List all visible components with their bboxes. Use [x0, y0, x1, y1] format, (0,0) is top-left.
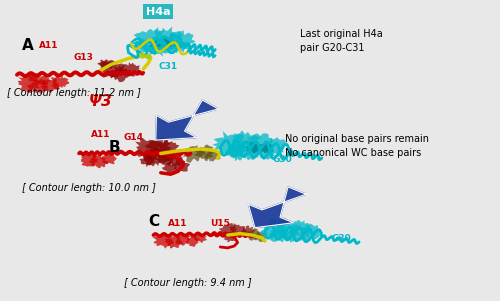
Text: C: C	[148, 214, 160, 229]
Text: G30: G30	[272, 155, 292, 164]
Polygon shape	[275, 218, 301, 237]
Polygon shape	[194, 144, 216, 161]
Polygon shape	[259, 147, 276, 160]
Polygon shape	[223, 232, 238, 242]
Text: A11: A11	[168, 219, 188, 228]
Polygon shape	[38, 76, 50, 84]
Polygon shape	[89, 154, 108, 168]
Polygon shape	[146, 39, 170, 57]
Polygon shape	[145, 137, 172, 157]
Polygon shape	[246, 142, 264, 154]
Polygon shape	[28, 73, 42, 82]
Polygon shape	[40, 79, 60, 93]
Polygon shape	[50, 75, 70, 89]
Text: U15: U15	[210, 219, 230, 228]
Polygon shape	[156, 139, 180, 160]
Polygon shape	[132, 27, 168, 55]
Polygon shape	[152, 233, 174, 249]
Polygon shape	[204, 150, 221, 162]
Text: No original base pairs remain
No canonical WC base pairs: No original base pairs remain No canonic…	[284, 134, 428, 158]
Polygon shape	[226, 145, 247, 161]
Polygon shape	[140, 155, 157, 167]
Polygon shape	[231, 130, 261, 155]
Polygon shape	[218, 223, 238, 237]
Text: H4a: H4a	[146, 7, 171, 17]
Polygon shape	[252, 231, 266, 242]
Text: G14: G14	[124, 133, 144, 142]
Polygon shape	[246, 133, 274, 152]
Polygon shape	[149, 39, 162, 49]
Polygon shape	[244, 145, 262, 160]
Text: [ Contour length: 11.2 nm ]: [ Contour length: 11.2 nm ]	[7, 88, 141, 98]
Polygon shape	[108, 66, 132, 82]
Polygon shape	[132, 38, 149, 50]
Polygon shape	[239, 225, 256, 237]
Text: A: A	[22, 38, 34, 53]
Polygon shape	[182, 145, 206, 163]
Polygon shape	[162, 39, 184, 54]
Polygon shape	[155, 150, 176, 166]
Polygon shape	[164, 236, 183, 249]
Text: B: B	[108, 140, 120, 155]
Polygon shape	[18, 74, 42, 93]
Polygon shape	[248, 187, 306, 228]
Text: [ Contour length: 10.0 nm ]: [ Contour length: 10.0 nm ]	[22, 183, 156, 193]
Polygon shape	[100, 153, 117, 164]
Polygon shape	[260, 143, 274, 154]
Text: A11: A11	[92, 130, 111, 139]
Text: A11: A11	[40, 41, 59, 50]
Polygon shape	[144, 148, 169, 166]
Polygon shape	[282, 229, 301, 243]
Polygon shape	[212, 131, 248, 159]
Polygon shape	[156, 100, 218, 140]
Polygon shape	[135, 138, 163, 162]
Polygon shape	[167, 30, 196, 53]
Text: Last original H4a
pair G20-C31: Last original H4a pair G20-C31	[300, 29, 382, 53]
Text: Ψ3: Ψ3	[89, 94, 112, 109]
Polygon shape	[176, 233, 190, 246]
Polygon shape	[151, 26, 183, 51]
Text: [ Contour length: 9.4 nm ]: [ Contour length: 9.4 nm ]	[124, 278, 251, 287]
Polygon shape	[185, 235, 200, 247]
Polygon shape	[288, 220, 311, 236]
Polygon shape	[298, 232, 312, 243]
Polygon shape	[162, 163, 178, 175]
Text: G13: G13	[74, 53, 94, 62]
Polygon shape	[243, 229, 262, 240]
Polygon shape	[260, 218, 290, 239]
Polygon shape	[174, 159, 190, 172]
Polygon shape	[268, 228, 290, 242]
Polygon shape	[160, 37, 176, 50]
Polygon shape	[230, 223, 246, 237]
Polygon shape	[98, 59, 115, 70]
Polygon shape	[166, 153, 185, 167]
Polygon shape	[262, 137, 286, 155]
Polygon shape	[194, 233, 207, 243]
Polygon shape	[120, 62, 142, 77]
Polygon shape	[301, 223, 323, 240]
Polygon shape	[81, 153, 98, 167]
Polygon shape	[27, 79, 49, 95]
Text: C31: C31	[158, 62, 178, 71]
Polygon shape	[99, 60, 124, 79]
Text: G30: G30	[332, 234, 351, 243]
